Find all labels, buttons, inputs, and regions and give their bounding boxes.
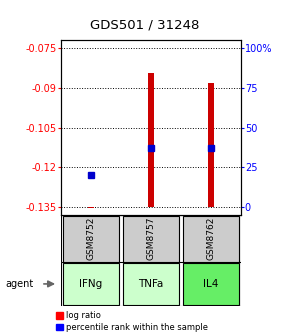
Text: GSM8757: GSM8757 bbox=[146, 217, 155, 260]
Text: IL4: IL4 bbox=[203, 279, 218, 289]
FancyBboxPatch shape bbox=[123, 215, 179, 262]
FancyBboxPatch shape bbox=[183, 262, 239, 305]
Bar bbox=[148, 73, 154, 207]
FancyBboxPatch shape bbox=[63, 262, 119, 305]
Text: TNFa: TNFa bbox=[138, 279, 164, 289]
Text: agent: agent bbox=[6, 279, 34, 289]
Bar bbox=[88, 207, 94, 208]
Text: GSM8762: GSM8762 bbox=[206, 217, 215, 260]
FancyBboxPatch shape bbox=[63, 215, 119, 262]
FancyBboxPatch shape bbox=[123, 262, 179, 305]
Text: GSM8752: GSM8752 bbox=[86, 217, 95, 260]
Text: GDS501 / 31248: GDS501 / 31248 bbox=[90, 19, 200, 32]
FancyBboxPatch shape bbox=[183, 215, 239, 262]
Bar bbox=[208, 83, 214, 207]
Text: IFNg: IFNg bbox=[79, 279, 102, 289]
Legend: log ratio, percentile rank within the sample: log ratio, percentile rank within the sa… bbox=[56, 311, 209, 332]
